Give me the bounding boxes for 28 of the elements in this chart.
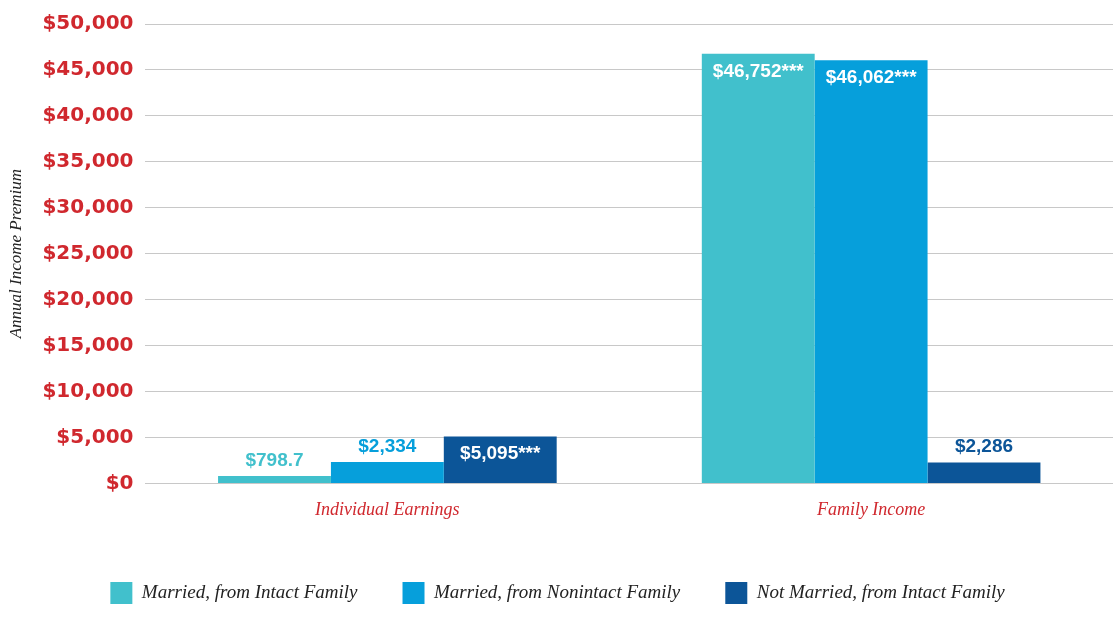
- y-tick-label: $45,000: [42, 56, 134, 81]
- y-axis-title: Annual Income Premium: [5, 169, 25, 340]
- y-tick-label: $10,000: [42, 377, 134, 402]
- y-tick-label: $0: [105, 469, 134, 494]
- bar: [927, 462, 1041, 483]
- y-tick-label: $35,000: [42, 148, 134, 173]
- bar: [218, 476, 331, 483]
- legend-label: Married, from Intact Family: [140, 581, 359, 602]
- data-label: $798.7: [245, 448, 304, 470]
- bar: [701, 53, 815, 483]
- legend-label: Not Married, from Intact Family: [755, 581, 1006, 602]
- data-label: $2,286: [954, 435, 1014, 457]
- data-label: $5,095***: [460, 442, 541, 464]
- data-label: $2,334: [358, 434, 417, 456]
- y-tick-label: $40,000: [42, 102, 134, 127]
- y-tick-label: $5,000: [56, 423, 134, 448]
- legend-label: Married, from Nonintact Family: [433, 581, 681, 602]
- y-tick-label: $25,000: [42, 239, 134, 264]
- data-label: $46,062***: [825, 65, 918, 87]
- bar: [330, 461, 444, 483]
- y-tick-label: $20,000: [42, 285, 134, 310]
- x-tick-label: Individual Earnings: [314, 498, 460, 519]
- bar: [814, 60, 928, 483]
- y-tick-label: $30,000: [42, 193, 134, 218]
- data-label: $46,752***: [712, 59, 805, 81]
- x-tick-label: Family Income: [815, 498, 926, 519]
- y-tick-label: $50,000: [42, 10, 134, 35]
- y-tick-label: $15,000: [42, 331, 134, 356]
